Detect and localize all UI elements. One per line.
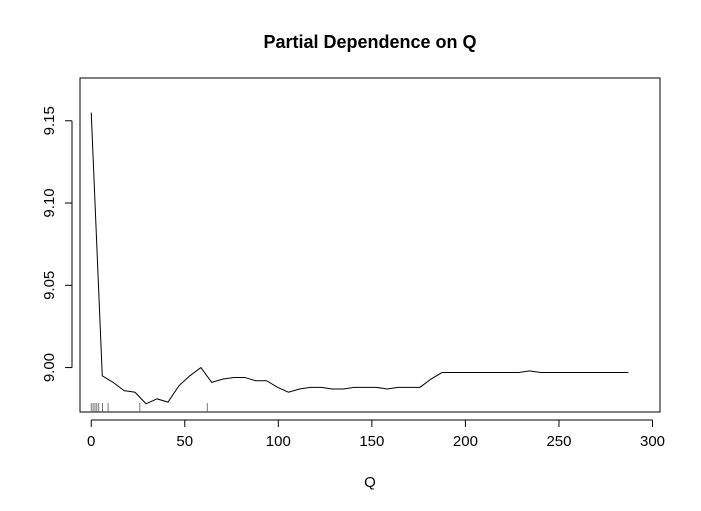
rug-marks — [90, 403, 208, 412]
x-tick-label: 50 — [176, 433, 193, 450]
x-tick-label: 300 — [640, 433, 665, 450]
y-tick-label: 9.15 — [41, 106, 58, 135]
series-line — [90, 112, 629, 405]
x-tick-label: 100 — [266, 433, 291, 450]
y-tick-label: 9.10 — [41, 188, 58, 217]
plot-area-frame — [79, 77, 661, 413]
y-tick-label: 9.00 — [41, 353, 58, 382]
x-tick-label: 150 — [359, 433, 384, 450]
x-tick-label: 200 — [453, 433, 478, 450]
x-axis: 0 50 100 150 200 250 300 — [87, 419, 665, 450]
x-axis-label: Q — [364, 474, 376, 491]
x-tick-label: 250 — [546, 433, 571, 450]
x-tick-label: 0 — [87, 433, 95, 450]
y-tick-label: 9.05 — [41, 271, 58, 300]
chart-title: Partial Dependence on Q — [263, 32, 476, 52]
y-axis: 9.00 9.05 9.10 9.15 — [41, 106, 73, 382]
